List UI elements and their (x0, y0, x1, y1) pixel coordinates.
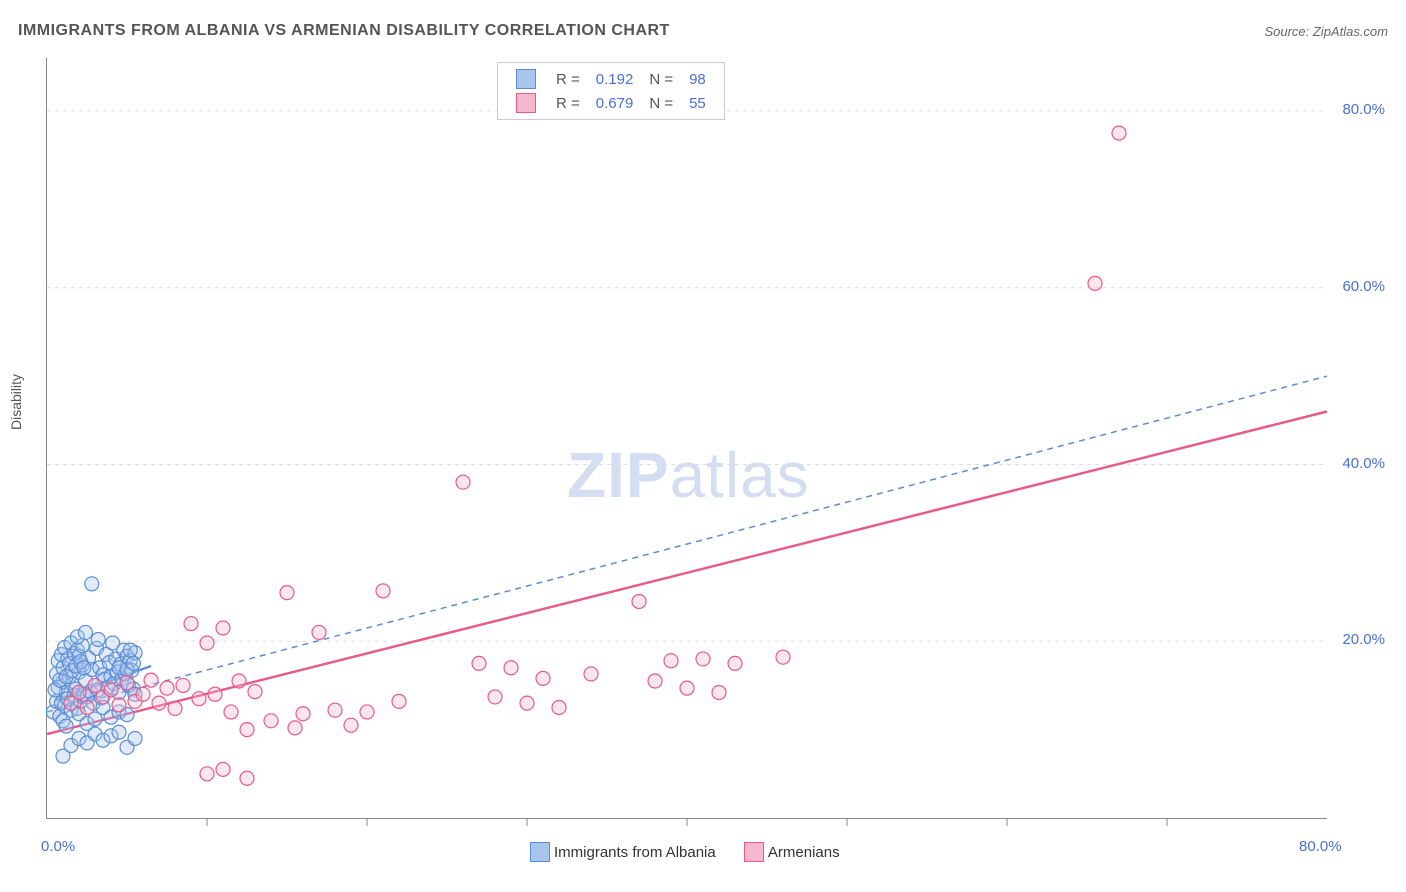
correlation-legend-box: R = 0.192 N = 98 R = 0.679 N = 55 (497, 62, 725, 120)
legend-label-series1: Immigrants from Albania (554, 844, 716, 861)
r-label-2: R = (548, 91, 588, 115)
swatch-bottom-1 (530, 842, 550, 862)
xtick-label-left: 0.0% (41, 838, 75, 855)
xtick-label-right: 80.0% (1299, 838, 1342, 855)
legend-label-series2: Armenians (768, 844, 840, 861)
legend-item-series1: Immigrants from Albania (530, 842, 716, 862)
ytick-label: 20.0% (1342, 631, 1385, 648)
legend-row-series1: R = 0.192 N = 98 (508, 67, 714, 91)
scatter-svg (47, 58, 1327, 818)
n-value-1: 98 (681, 67, 714, 91)
swatch-bottom-2 (744, 842, 764, 862)
series-legend: Immigrants from Albania Armenians (530, 842, 864, 866)
chart-title: IMMIGRANTS FROM ALBANIA VS ARMENIAN DISA… (18, 22, 670, 40)
r-value-2: 0.679 (588, 91, 642, 115)
y-axis-label: Disability (8, 374, 24, 430)
n-value-2: 55 (681, 91, 714, 115)
ytick-label: 40.0% (1342, 455, 1385, 472)
swatch-series2 (516, 93, 536, 113)
swatch-series1 (516, 69, 536, 89)
legend-row-series2: R = 0.679 N = 55 (508, 91, 714, 115)
chart-plot-area: ZIPatlas R = 0.192 N = 98 R = 0.679 N = … (46, 58, 1327, 819)
source-label: Source: (1264, 24, 1312, 39)
source-citation: Source: ZipAtlas.com (1264, 24, 1388, 39)
n-label-2: N = (641, 91, 681, 115)
legend-item-series2: Armenians (744, 842, 840, 862)
r-label-1: R = (548, 67, 588, 91)
ytick-label: 80.0% (1342, 101, 1385, 118)
ytick-label: 60.0% (1342, 278, 1385, 295)
r-value-1: 0.192 (588, 67, 642, 91)
n-label-1: N = (641, 67, 681, 91)
source-name: ZipAtlas.com (1313, 24, 1388, 39)
